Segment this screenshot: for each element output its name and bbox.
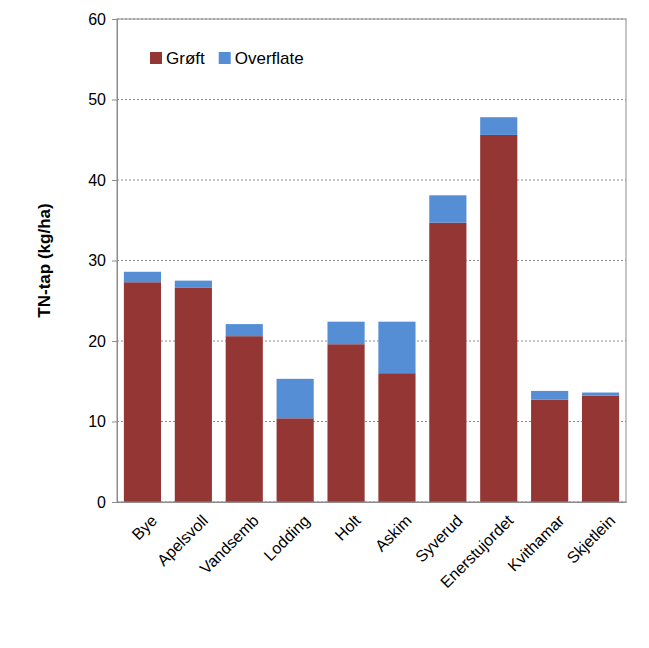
tick-label: Kvithamar [504,511,567,574]
bar [226,336,263,502]
tick: 40 [88,172,117,189]
tick: Vandsemb [197,502,262,577]
tick: Askim [372,502,415,555]
bar [480,135,517,502]
bar [531,400,568,502]
plot-frame [117,19,626,502]
bar [277,379,314,418]
grid-line [117,180,626,181]
tick: 30 [88,252,117,269]
legend-label: Overflate [235,49,304,68]
tick-mark [112,261,117,262]
bar [582,396,619,502]
legend-item: Overflate [219,49,304,68]
legend-swatch [150,52,162,64]
bar [175,288,212,502]
legend-item: Grøft [150,49,205,68]
tick: 20 [88,333,117,350]
series [124,117,619,418]
bar [327,322,364,345]
bar [378,322,415,374]
tick-label: Holt [332,511,365,544]
tick-label: 40 [88,172,106,189]
plot: 0102030405060ByeApelsvollVandsembLodding… [88,11,626,591]
y-axis: 0 10 20 30 40 50 60 [88,11,117,511]
bar [429,223,466,502]
tick-mark [112,422,117,423]
tick: Kvithamar [504,502,567,575]
bar [429,195,466,222]
y-axis-title: TN-tap (kg/ha) [35,203,54,317]
tick-label: Bye [129,512,161,544]
tick-label: Syverud [412,512,466,566]
tick-label: Skjetlein [563,512,618,567]
axis-line [112,20,118,503]
tick: Syverud [412,502,466,565]
bar [175,281,212,288]
tick: 60 [88,11,117,28]
tick: Holt [332,502,365,544]
tick-label: 10 [88,413,106,430]
tick-mark [112,100,117,101]
tick-label: Lodding [261,512,313,564]
tick-mark [112,180,117,181]
grid-line [117,260,626,261]
tick: Bye [129,502,161,543]
tick-label: 50 [88,91,106,108]
tick-label: Enerstujordet [437,511,517,591]
tick: Enerstujordet [437,502,517,591]
tick-label: 20 [88,333,106,350]
grid [117,19,626,502]
tick: 10 [88,413,117,430]
bar [480,117,517,135]
tick: Skjetlein [563,502,618,567]
legend-label: Grøft [166,49,205,68]
tick: 0 [97,494,117,511]
bars [124,117,619,502]
tick: Lodding [261,502,313,564]
tick-label: 60 [88,11,106,28]
tick-mark [112,502,117,503]
bar [124,282,161,502]
tick-label: 30 [88,252,106,269]
legend-swatch [219,52,231,64]
axis-line [118,502,627,503]
legend: Grøft Overflate [150,49,304,68]
bar [582,393,619,396]
chart: 0102030405060ByeApelsvollVandsembLodding… [0,0,649,648]
tick-label: 0 [97,494,106,511]
bar [124,272,161,282]
tick-label: Askim [372,512,415,555]
series [124,135,619,502]
tick-mark [112,19,117,20]
bar [531,391,568,400]
bar [226,324,263,336]
grid-line [117,99,626,100]
bar [277,418,314,502]
bar [327,344,364,502]
bar [378,373,415,502]
x-axis: ByeApelsvollVandsembLoddingHoltAskimSyve… [118,502,627,591]
tick-label: Vandsemb [197,512,262,577]
tick: 50 [88,91,117,108]
tick-mark [112,341,117,342]
